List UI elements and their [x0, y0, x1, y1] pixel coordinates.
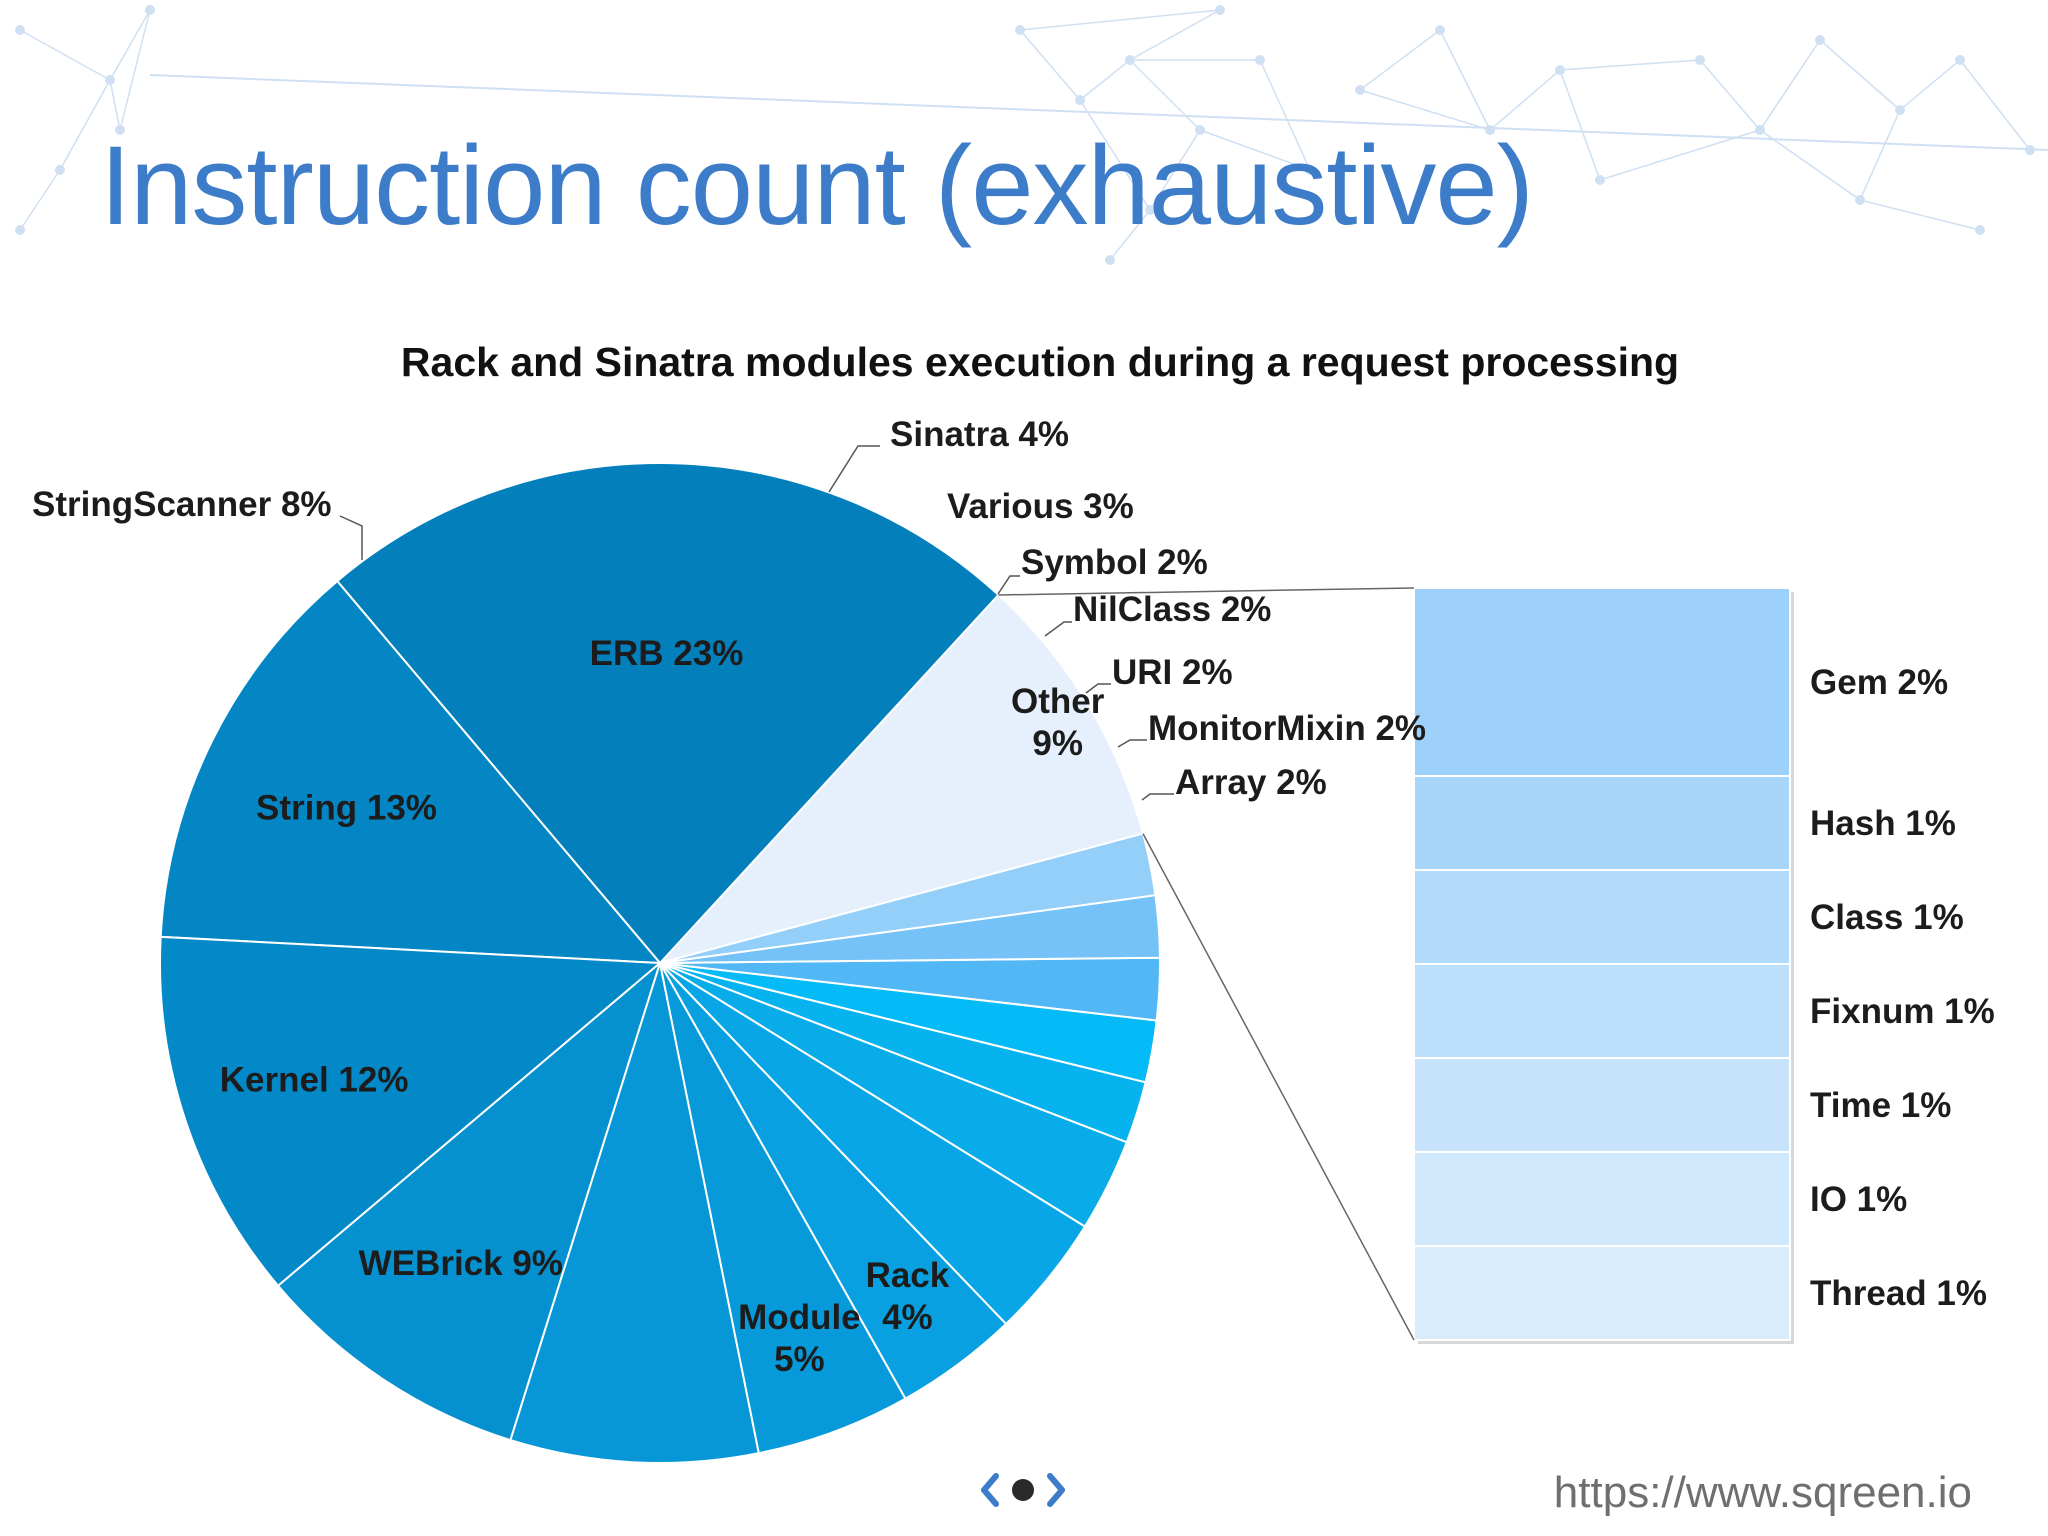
- breakdown-segment-time: [1413, 1057, 1791, 1153]
- slice-label-module: Module: [738, 1298, 860, 1337]
- breakdown-segment-fixnum: [1413, 963, 1791, 1059]
- slide-title: Instruction count (exhaustive): [100, 123, 1534, 248]
- breakdown-label-fixnum: Fixnum 1%: [1810, 992, 1995, 1031]
- breakdown-label-thread: Thread 1%: [1810, 1274, 1987, 1313]
- slice-label-string: String 13%: [256, 788, 437, 827]
- other-breakdown-bar: Gem 2% Hash 1% Class 1% Fixnum 1% Time 1% IO …: [1413, 587, 1995, 1344]
- leader-line-stringscanner: [339, 515, 363, 560]
- slice-label-rack: 4%: [882, 1298, 933, 1337]
- breakdown-label-hash: Hash 1%: [1810, 804, 1956, 843]
- pie-slice-webrick: [276, 960, 662, 1442]
- leader-line-nilclass: [1044, 621, 1072, 637]
- breakdown-label-time: Time 1%: [1810, 1086, 1951, 1125]
- slice-label-other: 9%: [1032, 724, 1083, 763]
- breakdown-segment-class: [1413, 869, 1791, 965]
- slice-label-nilclass: NilClass 2%: [1073, 590, 1271, 629]
- slice-label-module: 5%: [774, 1340, 825, 1379]
- connector-line-bottom: [1142, 833, 1415, 1341]
- breakdown-label-class: Class 1%: [1810, 898, 1964, 937]
- breakdown-segment-thread: [1413, 1245, 1791, 1341]
- breakdown-segment-hash: [1413, 775, 1791, 871]
- pie-slice-stringscanner: [509, 962, 761, 1464]
- leader-line-symbol: [997, 575, 1020, 595]
- slice-label-webrick: WEBrick 9%: [359, 1244, 563, 1283]
- slice-label-symbol: Symbol 2%: [1021, 543, 1208, 582]
- footer-url: https://www.sqreen.io: [1553, 1468, 1972, 1517]
- slice-label-array: Array 2%: [1175, 763, 1327, 802]
- breakdown-segment-io: [1413, 1151, 1791, 1247]
- slice-label-rack: Rack: [866, 1256, 950, 1295]
- connector-line-top: [998, 587, 1415, 596]
- leader-line-array: [1141, 793, 1174, 801]
- breakdown-label-gem: Gem 2%: [1810, 663, 1948, 702]
- slice-label-monitormixin: MonitorMixin 2%: [1148, 709, 1426, 748]
- pie-slice-erb: [335, 461, 1000, 965]
- slice-label-uri: URI 2%: [1112, 653, 1233, 692]
- leader-line-monitormixin: [1117, 739, 1147, 748]
- leader-line-uri: [1085, 683, 1111, 694]
- breakdown-segment-gem: [1413, 587, 1791, 777]
- slice-label-sinatra: Sinatra 4%: [890, 415, 1069, 454]
- pie-slice-array: [659, 832, 1157, 964]
- pie-slices: [159, 461, 1161, 1464]
- chart-title: Rack and Sinatra modules execution durin…: [401, 339, 1679, 385]
- pie-slice-other: [656, 593, 1145, 965]
- pie-slice-module: [659, 962, 907, 1455]
- slice-label-stringscanner: StringScanner 8%: [32, 485, 332, 524]
- breakdown-label-io: IO 1%: [1810, 1180, 1907, 1219]
- pie-slice-kernel: [159, 935, 663, 1288]
- slice-label-other: Other: [1011, 682, 1105, 721]
- leader-line-sinatra: [828, 445, 880, 493]
- slice-label-kernel: Kernel 12%: [220, 1060, 409, 1099]
- slice-label-various: Various 3%: [947, 487, 1134, 526]
- sqreen-logo-icon: [981, 1473, 1065, 1507]
- breakdown-connectors: [998, 587, 1415, 1341]
- slice-label-erb: ERB 23%: [590, 634, 744, 673]
- pie-slice-string: [159, 579, 663, 965]
